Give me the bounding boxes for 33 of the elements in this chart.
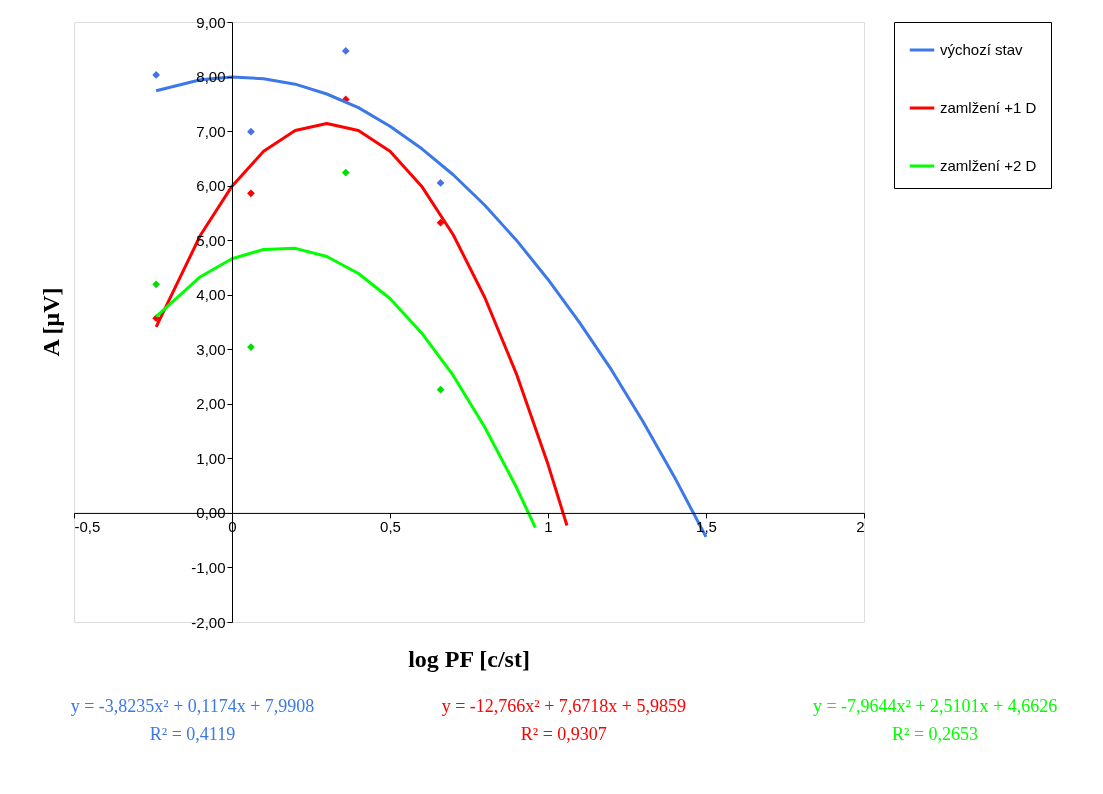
point [341, 47, 350, 55]
legend-label: výchozí stav [940, 41, 1024, 58]
x-tick-label: -0,5 [74, 518, 101, 536]
point [341, 168, 350, 177]
text: y = -3,8235x² + 0,1174x + 7,9908 [70, 696, 315, 716]
text: y = -12,766x² + 7,6718x + 5,9859 [441, 696, 686, 716]
point [436, 179, 445, 187]
y-tick-label: 9,00 [196, 13, 226, 31]
point [247, 189, 255, 198]
y-tick-label: 2,00 [196, 395, 226, 413]
y-tick-label: 4,00 [196, 286, 226, 304]
text: R² = 0,9307 [520, 724, 607, 744]
text: R² = 0,2653 [892, 724, 979, 744]
point [436, 218, 445, 227]
y-tick-label: -1,00 [191, 558, 226, 576]
x-tick-label: 2 [856, 518, 865, 536]
y-tick-label: 7,00 [196, 122, 226, 140]
point [152, 71, 161, 79]
x-tick-label: 1 [544, 518, 553, 536]
x-axis-title: log PF [c/st] [408, 646, 530, 672]
y-tick-label: 1,00 [196, 449, 226, 467]
legend-label: zamlžení +2 D [940, 157, 1037, 174]
text: R² = 0,4119 [149, 724, 236, 744]
legend-label: zamlžení +1 D [940, 99, 1037, 116]
y-tick-label: 3,00 [196, 340, 226, 358]
y-axis-title: A [μV] [38, 287, 64, 357]
point [152, 280, 161, 289]
y-tick-label: -2,00 [191, 613, 226, 631]
y-tick-label: 6,00 [196, 177, 226, 195]
text: y = -7,9644x² + 2,5101x + 4,6626 [812, 696, 1058, 716]
point [436, 385, 445, 394]
x-tick-label: 0,5 [380, 518, 401, 536]
point [247, 127, 255, 136]
